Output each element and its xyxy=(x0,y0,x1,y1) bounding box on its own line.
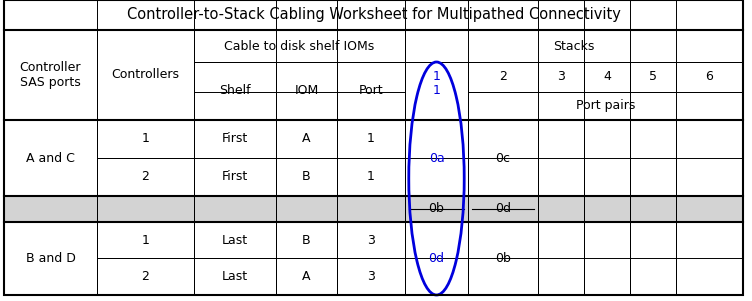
Bar xyxy=(97,196,194,222)
Bar xyxy=(405,62,468,120)
Bar xyxy=(4,196,97,222)
Bar xyxy=(630,62,676,92)
Text: Shelf: Shelf xyxy=(219,85,251,98)
Bar xyxy=(276,222,337,258)
Bar xyxy=(97,258,194,295)
Text: Port pairs: Port pairs xyxy=(576,100,635,113)
Bar xyxy=(337,258,405,295)
Text: B: B xyxy=(302,234,311,247)
Bar xyxy=(468,92,743,120)
Text: 6: 6 xyxy=(705,70,714,83)
Bar xyxy=(97,158,194,196)
Text: A: A xyxy=(302,270,311,283)
Bar xyxy=(405,30,743,62)
Text: 2: 2 xyxy=(499,70,507,83)
Bar xyxy=(468,120,538,196)
Text: 5: 5 xyxy=(649,70,657,83)
Text: A: A xyxy=(302,132,311,145)
Bar xyxy=(97,120,194,158)
Bar xyxy=(538,196,584,222)
Bar xyxy=(4,196,743,222)
Text: 3: 3 xyxy=(367,234,375,247)
Text: 0c: 0c xyxy=(496,151,511,165)
Text: 0a: 0a xyxy=(429,151,444,165)
Bar xyxy=(276,62,337,120)
Text: 3: 3 xyxy=(557,70,565,83)
Text: Stacks: Stacks xyxy=(553,39,595,52)
Bar xyxy=(676,196,743,222)
Text: Controller
SAS ports: Controller SAS ports xyxy=(20,61,81,89)
Bar xyxy=(630,196,676,222)
Bar xyxy=(584,62,630,92)
Bar xyxy=(468,196,538,222)
Bar xyxy=(676,62,743,92)
Bar xyxy=(468,62,538,92)
Text: Port: Port xyxy=(359,85,384,98)
Text: First: First xyxy=(222,132,248,145)
Bar xyxy=(97,30,194,120)
Text: 1: 1 xyxy=(141,132,150,145)
Text: 0b: 0b xyxy=(429,203,444,216)
Text: B and D: B and D xyxy=(26,252,75,265)
Bar xyxy=(337,196,405,222)
Text: 1: 1 xyxy=(141,234,150,247)
Text: 1: 1 xyxy=(367,132,375,145)
Bar xyxy=(584,120,630,196)
Text: 1: 1 xyxy=(432,70,441,83)
Text: Last: Last xyxy=(222,234,248,247)
Bar xyxy=(4,0,743,30)
Bar xyxy=(337,62,405,120)
Bar xyxy=(4,222,97,295)
Bar xyxy=(405,222,468,295)
Bar xyxy=(194,120,276,158)
Text: 2: 2 xyxy=(141,270,150,283)
Text: First: First xyxy=(222,170,248,184)
Text: Controllers: Controllers xyxy=(111,69,180,82)
Bar xyxy=(337,158,405,196)
Text: 0b: 0b xyxy=(495,252,511,265)
Bar xyxy=(405,120,468,196)
Bar xyxy=(276,120,337,158)
Text: 0d: 0d xyxy=(429,252,444,265)
Bar xyxy=(584,222,630,295)
Bar xyxy=(337,222,405,258)
Bar xyxy=(468,222,538,295)
Text: A and C: A and C xyxy=(26,151,75,165)
Text: IOM: IOM xyxy=(294,85,319,98)
Bar xyxy=(194,196,276,222)
Bar xyxy=(630,120,676,196)
Bar xyxy=(630,222,676,295)
Bar xyxy=(194,222,276,258)
Bar xyxy=(405,62,468,92)
Bar xyxy=(584,196,630,222)
Text: 4: 4 xyxy=(603,70,611,83)
Bar xyxy=(4,30,97,120)
Bar xyxy=(538,62,584,92)
Text: 2: 2 xyxy=(141,170,150,184)
Text: 1: 1 xyxy=(432,85,441,98)
Bar xyxy=(194,62,276,120)
Bar xyxy=(676,120,743,196)
Bar xyxy=(97,222,194,258)
Text: 3: 3 xyxy=(367,270,375,283)
Bar xyxy=(276,196,337,222)
Bar xyxy=(405,196,468,222)
Bar xyxy=(337,120,405,158)
Text: Cable to disk shelf IOMs: Cable to disk shelf IOMs xyxy=(224,39,374,52)
Bar xyxy=(538,222,584,295)
Bar xyxy=(276,258,337,295)
Text: 1: 1 xyxy=(367,170,375,184)
Bar xyxy=(4,120,97,196)
Text: B: B xyxy=(302,170,311,184)
Bar xyxy=(194,30,405,62)
Bar xyxy=(538,120,584,196)
Bar xyxy=(676,222,743,295)
Bar xyxy=(194,158,276,196)
Bar xyxy=(194,258,276,295)
Bar xyxy=(276,158,337,196)
Text: 0d: 0d xyxy=(495,203,511,216)
Text: Last: Last xyxy=(222,270,248,283)
Text: Controller-to-Stack Cabling Worksheet for Multipathed Connectivity: Controller-to-Stack Cabling Worksheet fo… xyxy=(126,8,620,23)
